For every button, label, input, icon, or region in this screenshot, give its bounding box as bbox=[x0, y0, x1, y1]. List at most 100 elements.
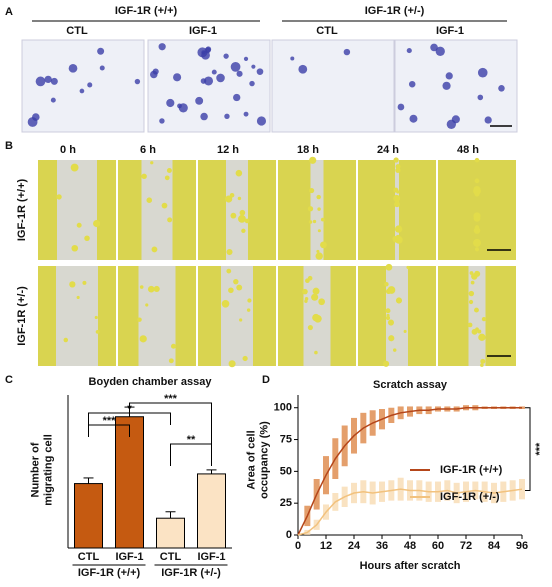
cell-front bbox=[358, 266, 386, 366]
cell bbox=[471, 328, 478, 335]
cell bbox=[93, 219, 101, 228]
panel-label: D bbox=[262, 374, 270, 386]
y-axis-label: Number ofmigrating cell bbox=[29, 434, 54, 506]
timepoint: 18 h bbox=[297, 144, 319, 156]
cell bbox=[195, 96, 204, 105]
cell bbox=[302, 288, 308, 295]
legend-label: IGF-1R (+/-) bbox=[440, 491, 500, 503]
y-axis-label: Area of celloccupancy (%) bbox=[245, 421, 270, 499]
cell bbox=[224, 113, 230, 119]
cell bbox=[239, 318, 243, 322]
legend-label: IGF-1R (+/+) bbox=[440, 464, 503, 476]
cell bbox=[249, 80, 255, 87]
cell bbox=[243, 56, 249, 61]
x-tick-label: 84 bbox=[488, 540, 501, 552]
cell bbox=[388, 335, 395, 342]
cell bbox=[150, 70, 158, 79]
cell bbox=[70, 163, 79, 172]
cell bbox=[406, 265, 410, 269]
significance-label: *** bbox=[103, 415, 117, 427]
cell-front bbox=[330, 266, 356, 366]
x-tick-label: CTL bbox=[160, 551, 182, 563]
cell-front bbox=[485, 266, 516, 366]
cell bbox=[226, 268, 232, 274]
significance-bracket bbox=[170, 443, 212, 466]
x-tick-label: CTL bbox=[78, 551, 100, 563]
cell bbox=[68, 63, 78, 73]
cell-front bbox=[97, 160, 116, 260]
cell bbox=[430, 43, 438, 52]
cell bbox=[480, 358, 486, 364]
cell bbox=[27, 117, 38, 127]
cell bbox=[167, 217, 173, 223]
condition-label: CTL bbox=[66, 25, 88, 37]
cell bbox=[204, 76, 214, 86]
cell bbox=[178, 103, 188, 113]
cell bbox=[474, 225, 480, 230]
cell bbox=[473, 186, 481, 194]
timepoint: 6 h bbox=[140, 144, 156, 156]
cell bbox=[233, 93, 241, 102]
group-title: IGF-1R (+/-) bbox=[365, 5, 425, 17]
cell-front bbox=[323, 160, 356, 260]
cell bbox=[153, 285, 160, 293]
cell bbox=[84, 235, 90, 241]
cell bbox=[312, 219, 317, 224]
cell bbox=[147, 285, 155, 293]
cell bbox=[304, 297, 309, 301]
cell bbox=[474, 247, 480, 252]
cell bbox=[468, 299, 474, 305]
significance-bracket bbox=[129, 402, 212, 455]
cell bbox=[69, 281, 76, 288]
timepoint: 0 h bbox=[60, 144, 76, 156]
x-tick-label: 60 bbox=[432, 540, 444, 552]
cell-front bbox=[198, 266, 221, 366]
cell bbox=[225, 195, 233, 203]
cell bbox=[50, 77, 58, 85]
cell bbox=[168, 358, 174, 364]
cell-front bbox=[358, 160, 395, 260]
cell-front bbox=[438, 160, 477, 260]
cell bbox=[477, 67, 488, 78]
cell bbox=[79, 88, 85, 94]
cell-front bbox=[278, 160, 311, 260]
panel-label: B bbox=[5, 140, 13, 152]
x-tick-label: 96 bbox=[516, 540, 528, 552]
micrograph bbox=[21, 39, 145, 133]
cell-front bbox=[38, 266, 56, 366]
cell bbox=[474, 307, 479, 313]
cell bbox=[71, 244, 79, 252]
x-tick-label: 24 bbox=[348, 540, 361, 552]
condition-label: IGF-1 bbox=[189, 25, 217, 37]
cell bbox=[474, 178, 480, 184]
cell bbox=[256, 116, 267, 126]
x-tick-label: 36 bbox=[376, 540, 388, 552]
cell bbox=[477, 329, 482, 334]
cell bbox=[150, 161, 154, 165]
cell bbox=[230, 62, 241, 72]
cell bbox=[211, 69, 217, 75]
cell bbox=[498, 85, 505, 92]
cell bbox=[473, 240, 481, 247]
cell bbox=[481, 317, 487, 322]
series-line bbox=[297, 488, 523, 536]
cell bbox=[314, 350, 318, 355]
cell bbox=[159, 118, 165, 124]
row-label: IGF-1R (+/+) bbox=[16, 178, 28, 241]
cell-front bbox=[408, 266, 436, 366]
cell-front bbox=[38, 160, 57, 260]
cell-front bbox=[118, 160, 142, 260]
cell bbox=[403, 329, 407, 333]
cell bbox=[442, 81, 451, 90]
cell bbox=[239, 209, 246, 216]
cell bbox=[480, 363, 484, 367]
cell bbox=[82, 280, 87, 285]
significance-bracket bbox=[88, 424, 130, 437]
cell bbox=[320, 241, 327, 249]
cell bbox=[35, 76, 46, 87]
cell bbox=[408, 80, 416, 88]
cell bbox=[318, 298, 325, 306]
cell bbox=[385, 308, 391, 314]
cell bbox=[141, 173, 147, 180]
